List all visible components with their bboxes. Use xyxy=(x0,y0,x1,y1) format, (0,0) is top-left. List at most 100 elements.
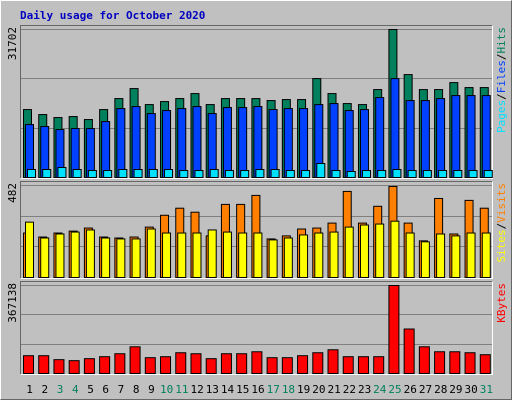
bar xyxy=(361,170,371,178)
bar xyxy=(453,170,463,178)
x-tick-label: 1 xyxy=(26,383,33,396)
bar xyxy=(99,356,111,375)
bar xyxy=(146,228,156,279)
bar xyxy=(224,170,234,178)
bar xyxy=(83,358,95,375)
legend-entry: Files xyxy=(495,60,508,93)
bar xyxy=(299,108,309,178)
x-tick-label: 8 xyxy=(133,383,140,396)
bar xyxy=(131,106,141,178)
bar xyxy=(103,170,113,178)
x-tick-label: 5 xyxy=(87,383,94,396)
bar xyxy=(23,355,34,375)
panel-border xyxy=(20,181,493,279)
bar xyxy=(27,169,36,178)
x-tick-label: 16 xyxy=(251,383,264,396)
y-tick-label: 31702 xyxy=(6,27,19,60)
bar xyxy=(38,355,50,375)
bar xyxy=(403,328,415,375)
bar xyxy=(144,357,156,374)
x-tick-label: 4 xyxy=(72,383,79,396)
x-tick-label: 29 xyxy=(449,383,462,396)
bar xyxy=(390,220,400,278)
bar xyxy=(438,170,448,178)
bar xyxy=(301,170,311,178)
legend: KBytes xyxy=(495,283,508,323)
x-tick-label: 21 xyxy=(328,383,341,396)
bar xyxy=(129,346,141,375)
bar xyxy=(240,170,250,178)
bar xyxy=(253,106,263,178)
bar xyxy=(451,235,461,279)
bar xyxy=(405,100,415,178)
bar xyxy=(479,354,491,374)
x-tick-label: 2 xyxy=(42,383,49,396)
legend-separator: / xyxy=(495,54,508,61)
bar xyxy=(342,356,354,375)
bar xyxy=(266,357,278,374)
bar xyxy=(464,352,476,375)
bar xyxy=(375,97,385,178)
bar xyxy=(207,113,217,178)
x-tick-label: 9 xyxy=(148,383,155,396)
bar xyxy=(359,109,369,178)
bar xyxy=(466,232,476,279)
bar xyxy=(418,346,430,375)
bar xyxy=(238,107,248,178)
bar xyxy=(87,170,97,178)
x-tick-label: 6 xyxy=(102,383,109,396)
bar xyxy=(177,232,187,279)
bar xyxy=(344,226,354,278)
x-tick-label: 14 xyxy=(221,383,235,396)
x-tick-label: 27 xyxy=(419,383,432,396)
bar xyxy=(222,107,232,178)
bar xyxy=(329,103,339,178)
bar xyxy=(205,358,217,375)
bar xyxy=(253,232,263,279)
bar xyxy=(268,239,278,279)
x-tick-label: 12 xyxy=(190,383,203,396)
x-tick-label: 24 xyxy=(373,383,387,396)
chart-title: Daily usage for October 2020 xyxy=(20,9,205,22)
legend-entry: KBytes xyxy=(495,283,508,323)
bar xyxy=(70,231,80,279)
bar xyxy=(312,352,324,375)
bar xyxy=(388,285,400,374)
x-tick-label: 3 xyxy=(57,383,64,396)
x-tick-label: 26 xyxy=(404,383,417,396)
bar xyxy=(434,351,446,374)
bar xyxy=(283,237,293,278)
legend-entry: Pages xyxy=(495,100,508,133)
bar xyxy=(483,170,493,178)
x-tick-label: 28 xyxy=(434,383,447,396)
bar xyxy=(190,353,202,375)
legend-entry: Visits xyxy=(495,183,508,223)
bar xyxy=(177,108,187,178)
bar xyxy=(209,169,219,178)
bar xyxy=(85,229,95,278)
bar xyxy=(116,238,126,278)
panel-border xyxy=(20,181,493,279)
bar xyxy=(359,224,369,279)
bar xyxy=(375,223,385,278)
bar xyxy=(164,169,174,178)
bar xyxy=(268,109,278,178)
bar xyxy=(251,351,263,374)
bar xyxy=(162,232,172,279)
bar xyxy=(25,221,34,279)
bar xyxy=(114,353,126,375)
bar xyxy=(222,231,232,279)
bar xyxy=(118,169,128,178)
bar xyxy=(327,349,339,375)
bar xyxy=(451,95,461,178)
bar xyxy=(331,170,341,178)
x-tick-label: 10 xyxy=(160,383,173,396)
bar xyxy=(131,238,141,278)
bar xyxy=(42,169,52,178)
bar xyxy=(449,351,461,374)
bar xyxy=(270,169,280,178)
bar xyxy=(329,231,339,279)
legend-entry: Hits xyxy=(495,27,508,54)
